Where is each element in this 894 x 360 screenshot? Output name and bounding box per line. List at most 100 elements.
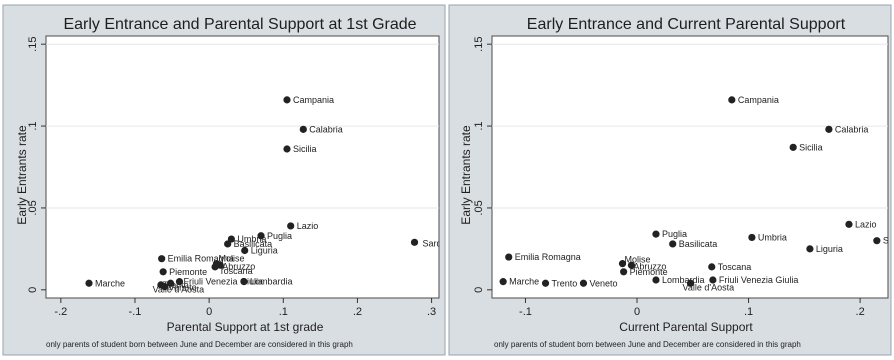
point-veneto: [161, 282, 169, 291]
point-marche: [85, 279, 93, 287]
chart-title: Early Entrance and Parental Support at 1…: [63, 16, 416, 33]
point-lazio: [287, 222, 295, 230]
point-label-liguria: Liguria: [816, 244, 843, 254]
y-tick-label: .1: [473, 121, 485, 130]
point-emilia-romagna: [158, 255, 166, 263]
x-axis-label: Current Parental Support: [619, 320, 753, 334]
point-sicilia: [283, 145, 291, 153]
point-label-basilicata: Basilicata: [679, 239, 718, 249]
point-label-emilia-romagna: Emilia Romagna: [168, 254, 234, 264]
point-label-trento: Trento: [163, 280, 189, 290]
point-molise: [618, 260, 627, 268]
point-label-umbria: Umbria: [758, 232, 787, 242]
chart-panel-right: 0 .05 .1 .15 -.1 0 .1 .2 Early Entrance and Curr…: [448, 4, 894, 356]
x-tick-label: .2: [353, 306, 362, 318]
point-veneto: [579, 279, 588, 287]
point-label-emilia-romagna: Emilia Romagna: [515, 252, 581, 262]
y-tick-label: .05: [473, 200, 485, 215]
point-label-sardegna: Sardegna: [883, 236, 894, 246]
point-label-valle-d-aosta: Valle d'Aosta: [683, 282, 735, 292]
point-label-calabria: Calabria: [835, 124, 869, 134]
point-piemonte: [620, 268, 628, 276]
point-label-abruzzo: Abruzzo: [222, 261, 255, 271]
x-tick-label: 0: [206, 306, 212, 318]
point-label-lombardia: Lombardia: [662, 275, 705, 285]
point-valle-d-aosta: [166, 279, 175, 287]
x-tick-label: .1: [279, 306, 288, 318]
y-tick-label: .1: [27, 121, 39, 130]
x-tick-label: -.2: [54, 306, 67, 318]
point-puglia: [652, 230, 660, 238]
footnote: only parents of student born between Jun…: [46, 340, 353, 349]
plot-area: [45, 35, 440, 299]
point-campania: [283, 96, 291, 104]
point-label-basilicata: Basilicata: [234, 239, 273, 249]
point-lombardia: [652, 276, 660, 284]
plot-area: [491, 35, 889, 299]
x-tick-label: -.1: [519, 306, 532, 318]
point-label-sicilia: Sicilia: [293, 144, 317, 154]
point-campania: [728, 96, 736, 104]
point-toscana: [708, 263, 716, 271]
point-marche: [499, 278, 507, 286]
footnote: only parents of student born between Jun…: [494, 340, 801, 349]
point-label-lazio: Lazio: [297, 221, 319, 231]
point-abruzzo: [627, 261, 636, 269]
point-friuli-venezia-giulia: [175, 278, 184, 286]
point-label-liguria: Liguria: [251, 246, 278, 256]
point-label-veneto: Veneto: [169, 283, 197, 293]
point-label-veneto: Veneto: [589, 278, 617, 288]
point-emilia-romagna: [505, 253, 513, 261]
point-label-friuli-venezia-giulia: Friuli Venezia Giulia: [183, 277, 263, 287]
point-label-friuli-venezia-giulia: Friuli Venezia Giulia: [719, 275, 799, 285]
point-label-abruzzo: Abruzzo: [633, 261, 666, 271]
point-label-piemonte: Piemonte: [630, 267, 668, 277]
x-tick-label: -.1: [129, 306, 142, 318]
point-label-sicilia: Sicilia: [799, 142, 823, 152]
point-umbria: [748, 233, 756, 242]
point-label-valle-d-aosta: Valle d'Aosta: [153, 284, 205, 294]
point-label-lazio: Lazio: [855, 219, 877, 229]
x-tick-label: .1: [744, 306, 753, 318]
point-valle-d-aosta: [686, 279, 695, 287]
y-tick-label: 0: [473, 287, 485, 293]
chart-title: Early Entrance and Current Parental Supp…: [527, 16, 846, 33]
point-basilicata: [669, 240, 677, 248]
y-tick-label: .15: [473, 37, 485, 52]
point-liguria: [806, 245, 814, 253]
x-tick-label: .3: [427, 306, 436, 318]
y-tick-label: .15: [27, 37, 39, 52]
y-axis-label: Early Entrants rate: [15, 125, 29, 225]
point-lombardia: [240, 278, 248, 286]
point-calabria: [299, 125, 307, 133]
y-tick-label: 0: [27, 287, 39, 293]
points-layer: Campania Calabria Sicilia Lazio Sardegna Pugl…: [499, 95, 894, 292]
points-layer: Campania Calabria Sicilia Lazio PugliaUmbria…: [85, 95, 439, 294]
point-label-molise: Molise: [625, 255, 651, 265]
point-sardegna: [410, 238, 419, 246]
point-label-campania: Campania: [738, 95, 779, 105]
y-axis-label: Early Entrants rate: [459, 125, 473, 225]
point-calabria: [825, 125, 833, 133]
point-label-piemonte: Piemonte: [169, 267, 207, 277]
point-lazio: [845, 220, 853, 228]
point-umbria: [227, 235, 235, 243]
point-label-marche: Marche: [509, 277, 539, 287]
point-basilicata: [224, 240, 232, 248]
point-sardegna: [873, 237, 881, 245]
chart-panel-left: 0 .05 .1 .15 -.2 -.1 0 .1 .2 .3 Early Entrance and…: [2, 4, 446, 356]
x-tick-label: 0: [634, 306, 640, 318]
point-trento: [541, 279, 550, 287]
point-friuli-venezia-giulia: [709, 276, 717, 284]
point-puglia: [257, 232, 265, 240]
point-toscana: [211, 263, 219, 271]
point-piemonte: [159, 268, 167, 276]
point-label-toscana: Toscana: [718, 262, 752, 272]
point-liguria: [241, 246, 249, 255]
point-sicilia: [789, 143, 797, 151]
point-label-calabria: Calabria: [309, 124, 343, 134]
point-label-umbria: Umbria: [237, 234, 266, 244]
point-label-toscana: Toscana: [219, 266, 253, 276]
point-label-campania: Campania: [293, 95, 334, 105]
